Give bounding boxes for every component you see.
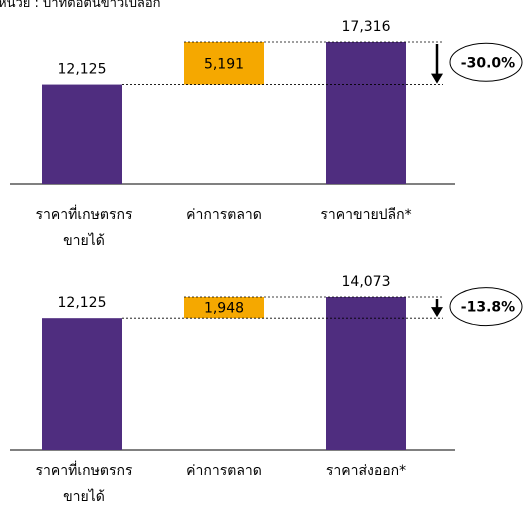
change-callout-label: -30.0% <box>461 55 515 71</box>
unit-note: หน่วย : บาทต่อตันข้าวเปลือก <box>0 0 161 11</box>
bar-value-label-3: 17,316 <box>342 19 391 35</box>
bar-2 <box>184 297 264 319</box>
bar-1 <box>42 318 122 450</box>
category-label-2: ค่าการตลาด <box>186 207 262 223</box>
change-callout-label: -13.8% <box>461 300 515 316</box>
price-breakdown-chart-export: 12,125 1,948 14,073 -13.8% ราคาที่เกษตรกรขาย… <box>10 274 523 505</box>
category-label-1-line-1: ราคาที่เกษตรกร <box>36 205 133 223</box>
change-callout-oval <box>449 287 523 327</box>
category-label-1-line-1: ราคาที่เกษตรกร <box>36 461 133 479</box>
category-label-1-line-2: ขายได้ <box>63 232 105 249</box>
bar-value-label-3: 14,073 <box>342 274 391 290</box>
bar-value-label-1: 12,125 <box>58 62 107 78</box>
category-label-2: ค่าการตลาด <box>186 463 262 479</box>
bar-2 <box>184 42 264 85</box>
category-label-1-line-2: ขายได้ <box>63 488 105 505</box>
bar-3 <box>326 42 406 184</box>
category-label-3: ราคาขายปลีก* <box>320 207 411 223</box>
bar-3 <box>326 297 406 450</box>
bar-value-label-2: 1,948 <box>204 301 244 317</box>
down-arrow-icon <box>431 307 443 318</box>
bar-value-label-2: 5,191 <box>204 56 244 72</box>
bar-value-label-1: 12,125 <box>58 295 107 311</box>
down-arrow-icon <box>431 73 443 84</box>
price-breakdown-chart-retail: 12,125 5,191 17,316 -30.0% ราคาที่เกษตรกรขาย… <box>10 19 523 249</box>
bar-1 <box>42 84 122 184</box>
category-label-3: ราคาส่งออก* <box>326 463 406 479</box>
change-callout-oval <box>449 42 523 82</box>
